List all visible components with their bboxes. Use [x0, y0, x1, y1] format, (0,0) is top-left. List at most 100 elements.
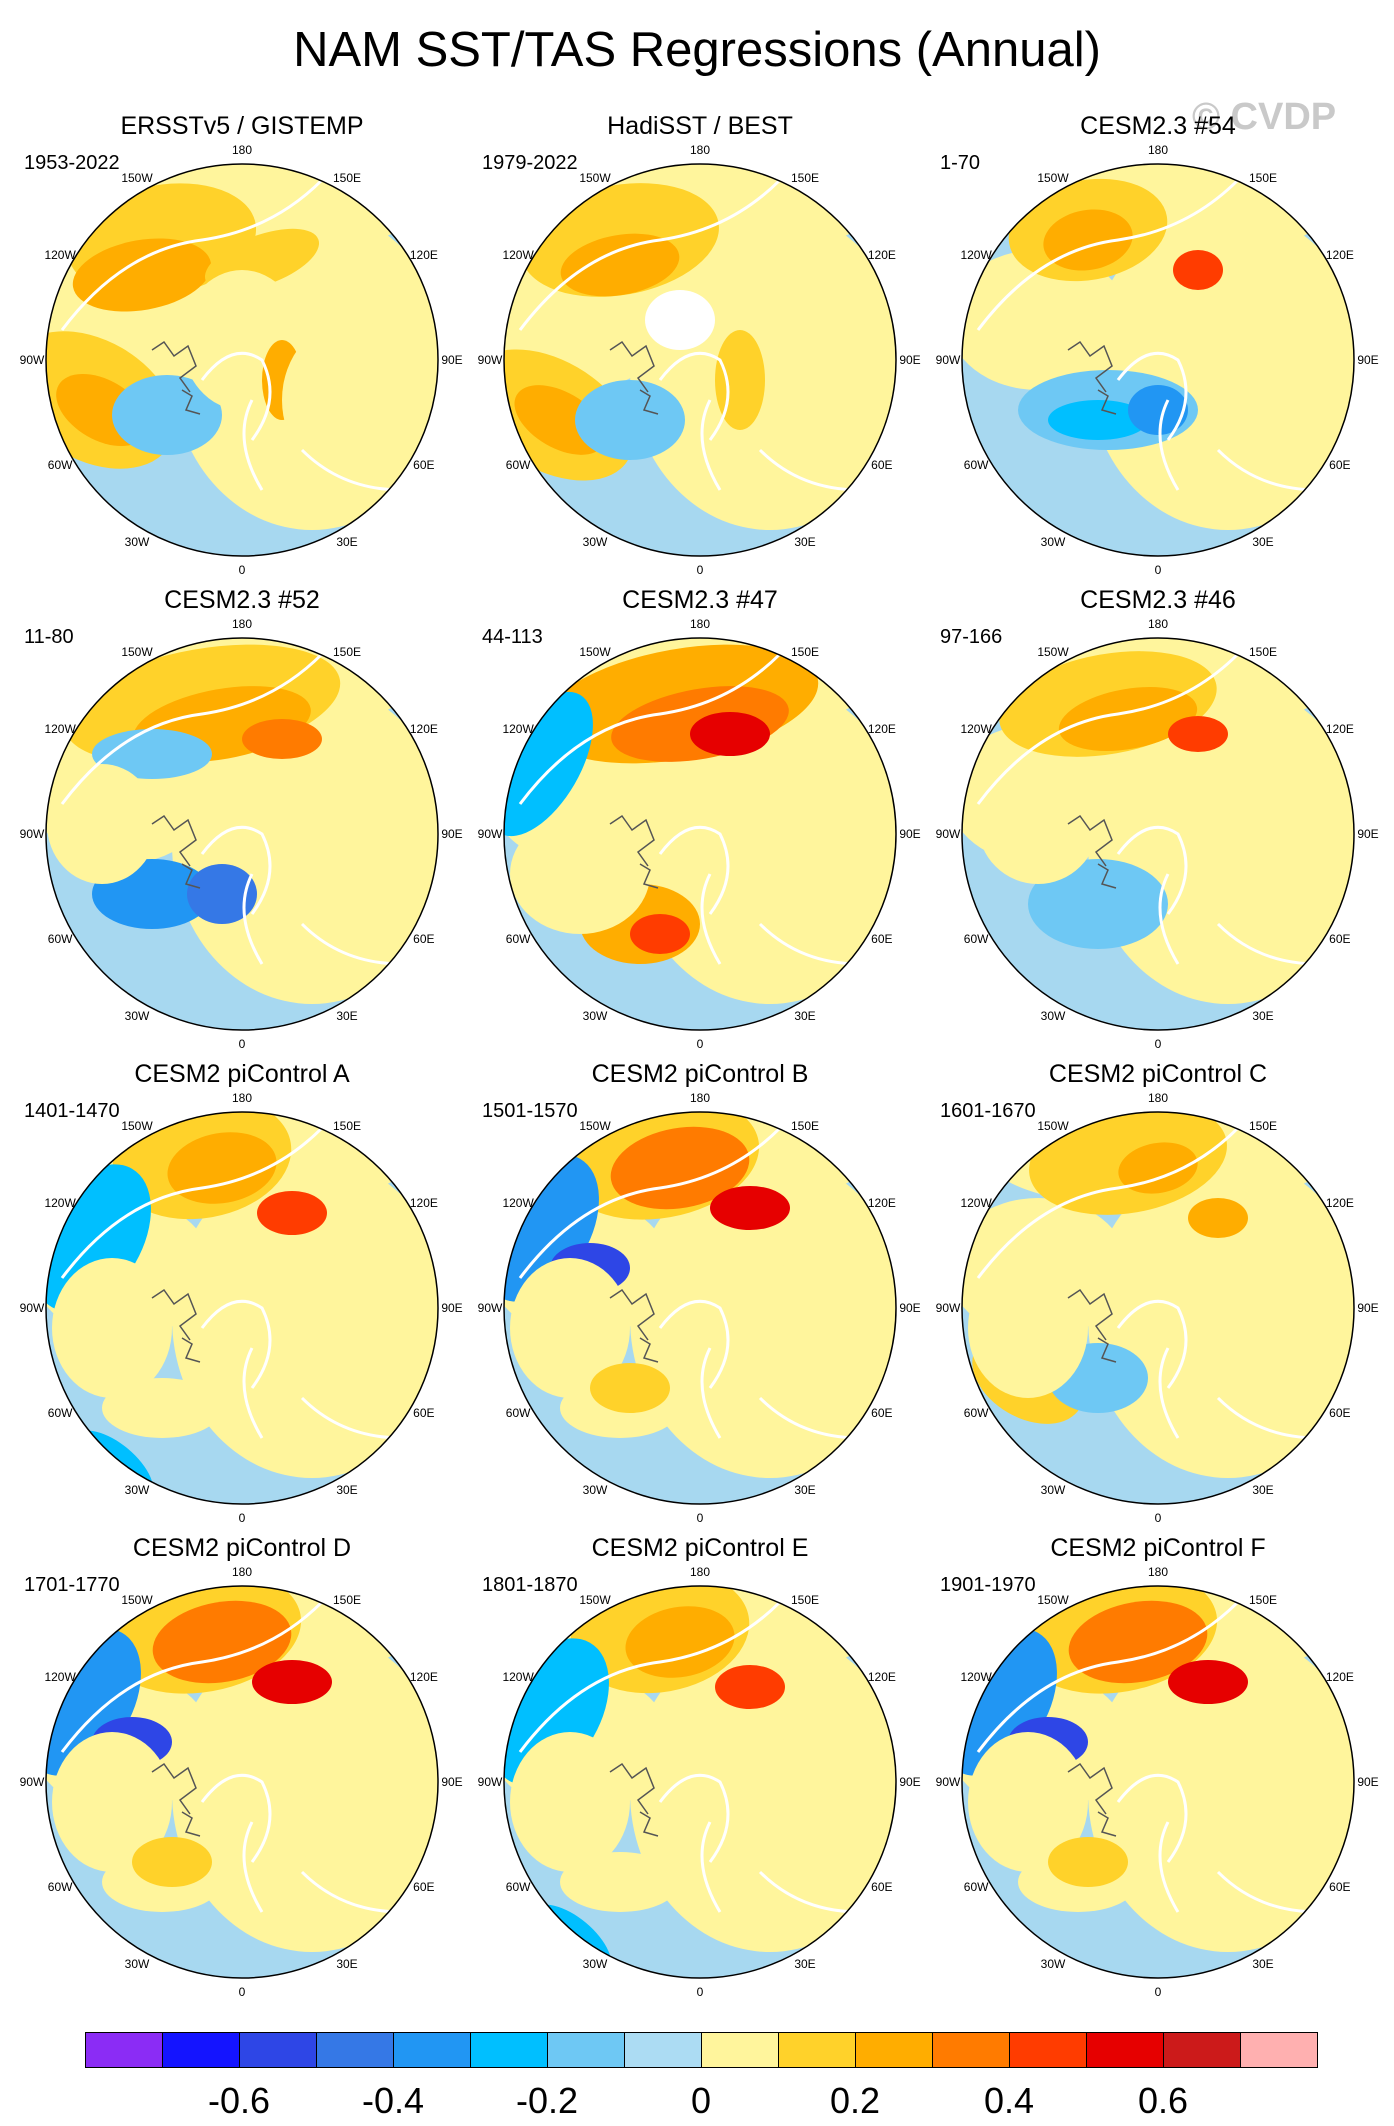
longitude-label: 0 — [1155, 1985, 1162, 1999]
longitude-label: 90E — [1357, 827, 1378, 841]
longitude-label: 30W — [125, 1957, 150, 1971]
anomaly-contour — [302, 1712, 438, 1932]
map-panel: 180 150E 120E 90E 60E 30E 0 30W 60W 90W 120W 150W CE… — [470, 1060, 930, 1530]
coastline — [518, 1600, 871, 1914]
longitude-label: 0 — [1155, 1511, 1162, 1525]
longitude-label: 60E — [413, 932, 434, 946]
coastline — [1067, 340, 1117, 415]
anomaly-contour — [242, 719, 322, 759]
longitude-label: 120E — [1326, 1670, 1354, 1684]
longitude-label: 90W — [20, 827, 45, 841]
anomaly-contour — [625, 1606, 735, 1678]
longitude-label: 90E — [899, 353, 920, 367]
longitude-label: 120W — [960, 248, 992, 262]
anomaly-contour — [968, 1258, 1088, 1398]
longitude-label: 150W — [121, 1593, 153, 1607]
anomaly-contour — [47, 764, 157, 884]
panel-period: 1-70 — [940, 152, 981, 174]
longitude-label: 120W — [502, 1196, 534, 1210]
longitude-label: 90E — [899, 1775, 920, 1789]
longitude-label: 120W — [502, 1670, 534, 1684]
longitude-label: 60E — [1329, 1406, 1350, 1420]
longitude-label: 60W — [506, 1406, 531, 1420]
coastline — [151, 1762, 201, 1837]
anomaly-contour — [968, 1732, 1088, 1872]
longitude-label: 120E — [1326, 722, 1354, 736]
coastline — [60, 178, 413, 492]
longitude-label: 30W — [1041, 1957, 1066, 1971]
longitude-label: 60W — [964, 1406, 989, 1420]
map-panel: 180 150E 120E 90E 60E 30E 0 30W 60W 90W 120W 150W CE… — [470, 1534, 930, 2004]
anomaly-contour — [1048, 400, 1148, 440]
anomaly-contour — [187, 864, 257, 924]
colorbar-label: 0.2 — [829, 2080, 881, 2121]
polar-map: 180 150E 120E 90E 60E 30E 0 30W 60W 90W 120W 150W — [936, 143, 1379, 577]
longitude-label: 0 — [697, 563, 704, 577]
longitude-label: 0 — [239, 1985, 246, 1999]
anomaly-contour — [1218, 764, 1354, 984]
anomaly-contour — [302, 1238, 438, 1458]
anomaly-contour — [575, 380, 685, 460]
longitude-label: 90W — [478, 1301, 503, 1315]
colorbar-swatch — [778, 2032, 856, 2068]
longitude-label: 30W — [583, 1009, 608, 1023]
panel-period: 1501-1570 — [482, 1100, 578, 1122]
longitude-label: 30E — [794, 1009, 815, 1023]
longitude-label: 150E — [333, 645, 361, 659]
longitude-label: 120E — [410, 1196, 438, 1210]
longitude-label: 150E — [1249, 1593, 1277, 1607]
anomaly-contour — [760, 1712, 896, 1932]
longitude-label: 120W — [960, 1670, 992, 1684]
anomaly-contour — [760, 764, 896, 984]
longitude-label: 60W — [506, 1880, 531, 1894]
longitude-label: 180 — [1148, 143, 1168, 157]
panel-title: CESM2.3 #52 — [164, 586, 320, 614]
map-border — [45, 637, 439, 1031]
longitude-label: 90E — [441, 1301, 462, 1315]
coastline — [518, 178, 871, 492]
coastline — [1067, 1288, 1117, 1363]
longitude-label: 0 — [1155, 563, 1162, 577]
map-panel: 180 150E 120E 90E 60E 30E 0 30W 60W 90W 120W 150W Ha… — [470, 112, 930, 582]
longitude-label: 180 — [1148, 617, 1168, 631]
colorbar-swatch — [932, 2032, 1010, 2068]
panel-period: 1801-1870 — [482, 1574, 578, 1596]
coastline — [1067, 1762, 1117, 1837]
polar-map: 180 150E 120E 90E 60E 30E 0 30W 60W 90W 120W 150W — [20, 1565, 463, 1999]
longitude-label: 30W — [125, 1009, 150, 1023]
longitude-label: 180 — [232, 143, 252, 157]
longitude-label: 120E — [410, 248, 438, 262]
longitude-label: 150W — [1037, 171, 1069, 185]
coastline — [976, 1126, 1329, 1440]
colorbar-swatch — [162, 2032, 240, 2068]
longitude-label: 180 — [690, 1565, 710, 1579]
map-panel: 180 150E 120E 90E 60E 30E 0 30W 60W 90W 120W 150W CE… — [928, 586, 1388, 1056]
anomaly-contour — [590, 1363, 670, 1413]
anomaly-contour — [510, 814, 650, 934]
anomaly-contour — [760, 1238, 896, 1458]
longitude-label: 90W — [478, 353, 503, 367]
longitude-label: 60W — [48, 458, 73, 472]
longitude-label: 120W — [44, 722, 76, 736]
anomaly-contour — [1118, 1142, 1198, 1194]
polar-map: 180 150E 120E 90E 60E 30E 0 30W 60W 90W 120W 150W — [936, 1091, 1379, 1525]
longitude-label: 150W — [1037, 1119, 1069, 1133]
anomaly-contour — [710, 1186, 790, 1230]
longitude-label: 60E — [871, 932, 892, 946]
longitude-label: 90W — [20, 1301, 45, 1315]
longitude-label: 30W — [583, 1957, 608, 1971]
panel-period: 1601-1670 — [940, 1100, 1036, 1122]
coastline — [609, 340, 659, 415]
anomaly-contour — [715, 1665, 785, 1709]
page-title: NAM SST/TAS Regressions (Annual) — [293, 23, 1101, 77]
anomaly-contour — [610, 1126, 750, 1210]
longitude-label: 60W — [964, 932, 989, 946]
colorbar-swatch — [1163, 2032, 1241, 2068]
coastline — [518, 1126, 871, 1440]
longitude-label: 90W — [478, 827, 503, 841]
anomaly-contour — [282, 320, 422, 480]
longitude-label: 150E — [791, 171, 819, 185]
anomaly-contour — [257, 1191, 327, 1235]
longitude-label: 60E — [413, 1880, 434, 1894]
longitude-label: 120W — [44, 1670, 76, 1684]
